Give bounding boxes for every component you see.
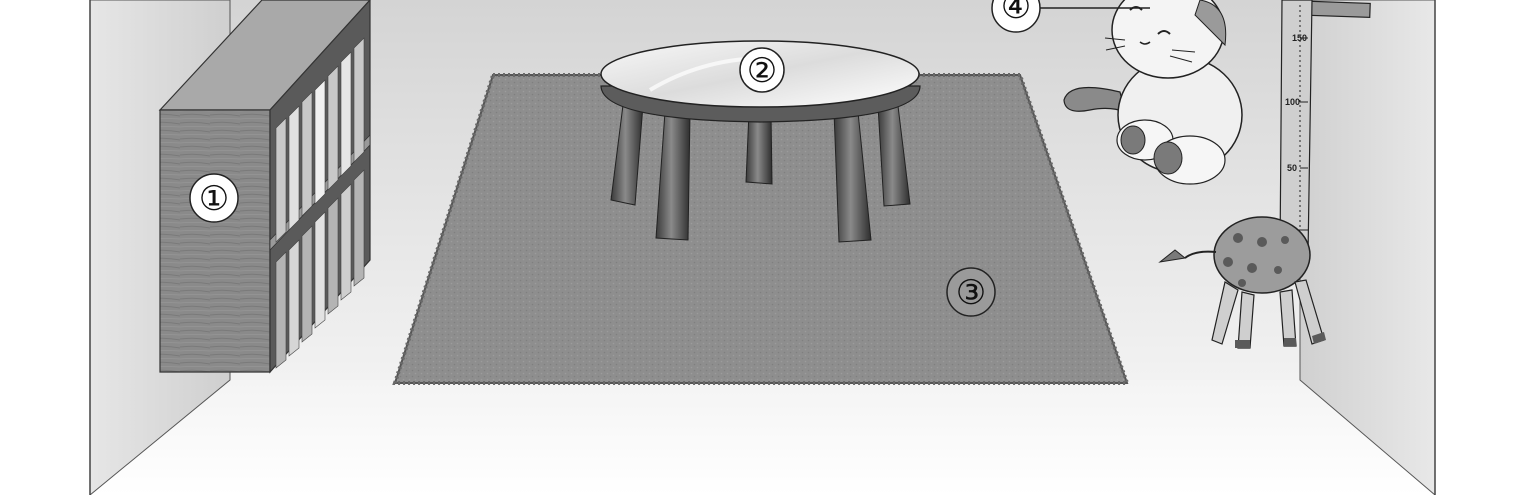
- plush-cat: ④: [991, 0, 1243, 185]
- bookshelf-side: [159, 109, 271, 373]
- giraffe-height-chart: 150 100 50: [1158, 0, 1371, 349]
- bookshelf-label: ①: [199, 179, 229, 219]
- rug-marker: [946, 267, 996, 317]
- plush-label: ④: [1001, 0, 1031, 27]
- height-tick-150: 150: [1292, 33, 1307, 43]
- cat-tail: [1063, 86, 1126, 113]
- bookshelf-marker: [189, 173, 239, 223]
- table-label: ②: [747, 51, 777, 91]
- floor: [90, 380, 1435, 495]
- round-table: ②: [600, 40, 921, 243]
- height-tick-50: 50: [1287, 163, 1297, 173]
- giraffe-leg: [1211, 281, 1239, 345]
- table-leg: [745, 111, 773, 185]
- plush-marker: [991, 0, 1041, 33]
- height-tick-100: 100: [1285, 97, 1300, 107]
- rug-label: ③: [956, 273, 986, 313]
- table-marker: [739, 47, 785, 93]
- bookshelf: ①: [158, 0, 371, 374]
